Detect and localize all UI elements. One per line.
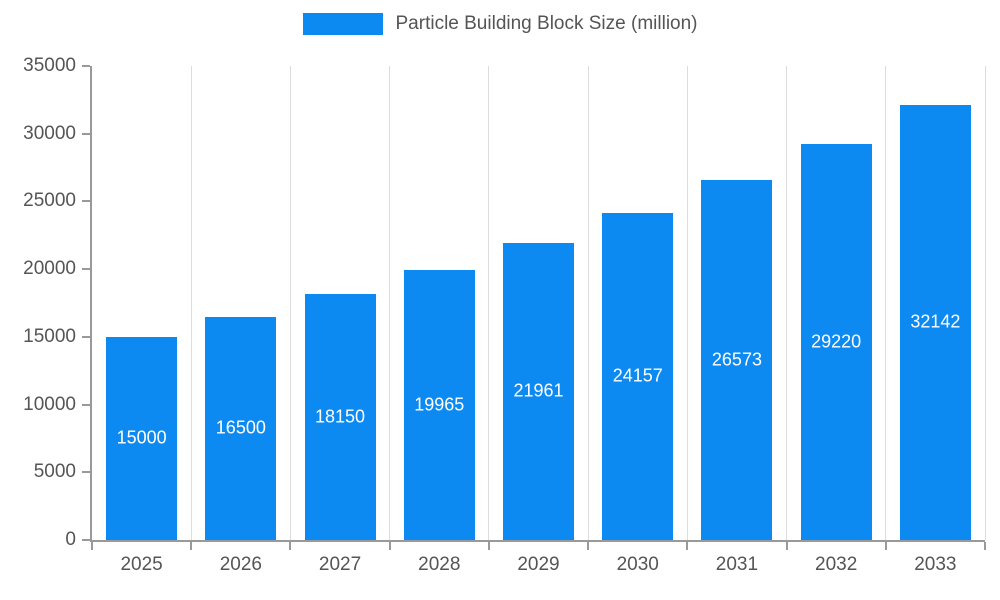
x-axis-label: 2033	[914, 554, 957, 575]
x-axis-tick	[686, 542, 689, 550]
x-axis-label: 2030	[616, 554, 659, 575]
gridline	[885, 66, 887, 540]
bar	[800, 144, 872, 540]
legend-swatch	[302, 13, 383, 35]
gridline	[786, 66, 788, 540]
x-axis-label: 2027	[318, 554, 362, 575]
y-axis-label: 35000	[23, 55, 76, 76]
gridline	[686, 66, 688, 540]
y-axis-label: 15000	[23, 325, 76, 347]
x-axis-line	[90, 540, 985, 542]
gridline	[984, 66, 986, 540]
bar	[304, 294, 376, 540]
y-axis-label: 25000	[23, 190, 76, 212]
gridline	[587, 66, 589, 540]
bar	[503, 242, 574, 540]
legend-label: Particle Building Block Size (million)	[395, 13, 698, 34]
x-axis-tick	[785, 542, 788, 550]
y-axis-tick	[82, 65, 90, 67]
bar-value-label: 21961	[513, 380, 564, 401]
bar	[701, 180, 773, 540]
chart-legend: Particle Building Block Size (million)	[0, 13, 1000, 35]
gridline	[488, 66, 490, 540]
x-axis-tick	[388, 542, 391, 550]
bar-value-label: 16500	[215, 417, 266, 438]
y-axis-tick	[82, 268, 90, 271]
bar-value-label: 15000	[116, 427, 167, 448]
y-axis-tick	[82, 200, 90, 203]
x-axis-label: 2026	[219, 554, 262, 575]
bar-value-label: 19965	[414, 394, 465, 415]
gridline	[289, 66, 291, 540]
gridline	[389, 66, 391, 540]
bar	[106, 336, 178, 540]
gridline	[190, 66, 192, 540]
plot-area: 0 5000 10000 15000 20000 25000 30000 35000 15000…	[23, 55, 986, 575]
y-axis-label: 30000	[23, 122, 76, 144]
y-axis-label: 0	[65, 529, 76, 550]
y-axis-tick	[82, 471, 90, 474]
y-axis-tick	[82, 335, 90, 338]
bar	[403, 269, 475, 540]
y-axis-tick	[82, 539, 90, 541]
y-axis-tick	[82, 403, 90, 406]
x-axis-label: 2025	[120, 554, 163, 575]
y-axis-tick	[82, 132, 90, 135]
bar	[899, 104, 971, 540]
y-axis-label: 5000	[33, 461, 76, 483]
x-axis-tick	[289, 542, 292, 550]
x-axis-label: 2031	[715, 554, 759, 575]
bar-value-label: 26573	[711, 349, 762, 370]
x-axis-label: 2032	[815, 554, 858, 575]
y-axis-line	[90, 66, 92, 542]
y-axis-label: 20000	[23, 258, 76, 280]
x-axis-tick	[587, 542, 590, 550]
x-axis-label: 2029	[517, 554, 560, 575]
bar-value-label: 32142	[910, 311, 961, 332]
bar	[602, 212, 674, 540]
bar	[205, 316, 277, 540]
x-axis-tick	[884, 542, 887, 550]
x-axis-tick	[91, 542, 93, 550]
bar-value-label: 29220	[811, 331, 862, 352]
x-axis-label: 2028	[418, 554, 461, 575]
y-axis-label: 10000	[23, 393, 76, 415]
bar-value-label: 18150	[315, 406, 366, 427]
x-axis-tick	[487, 542, 490, 550]
x-axis-tick	[190, 542, 193, 550]
x-axis-tick	[984, 542, 986, 550]
bar-value-label: 24157	[612, 365, 663, 386]
